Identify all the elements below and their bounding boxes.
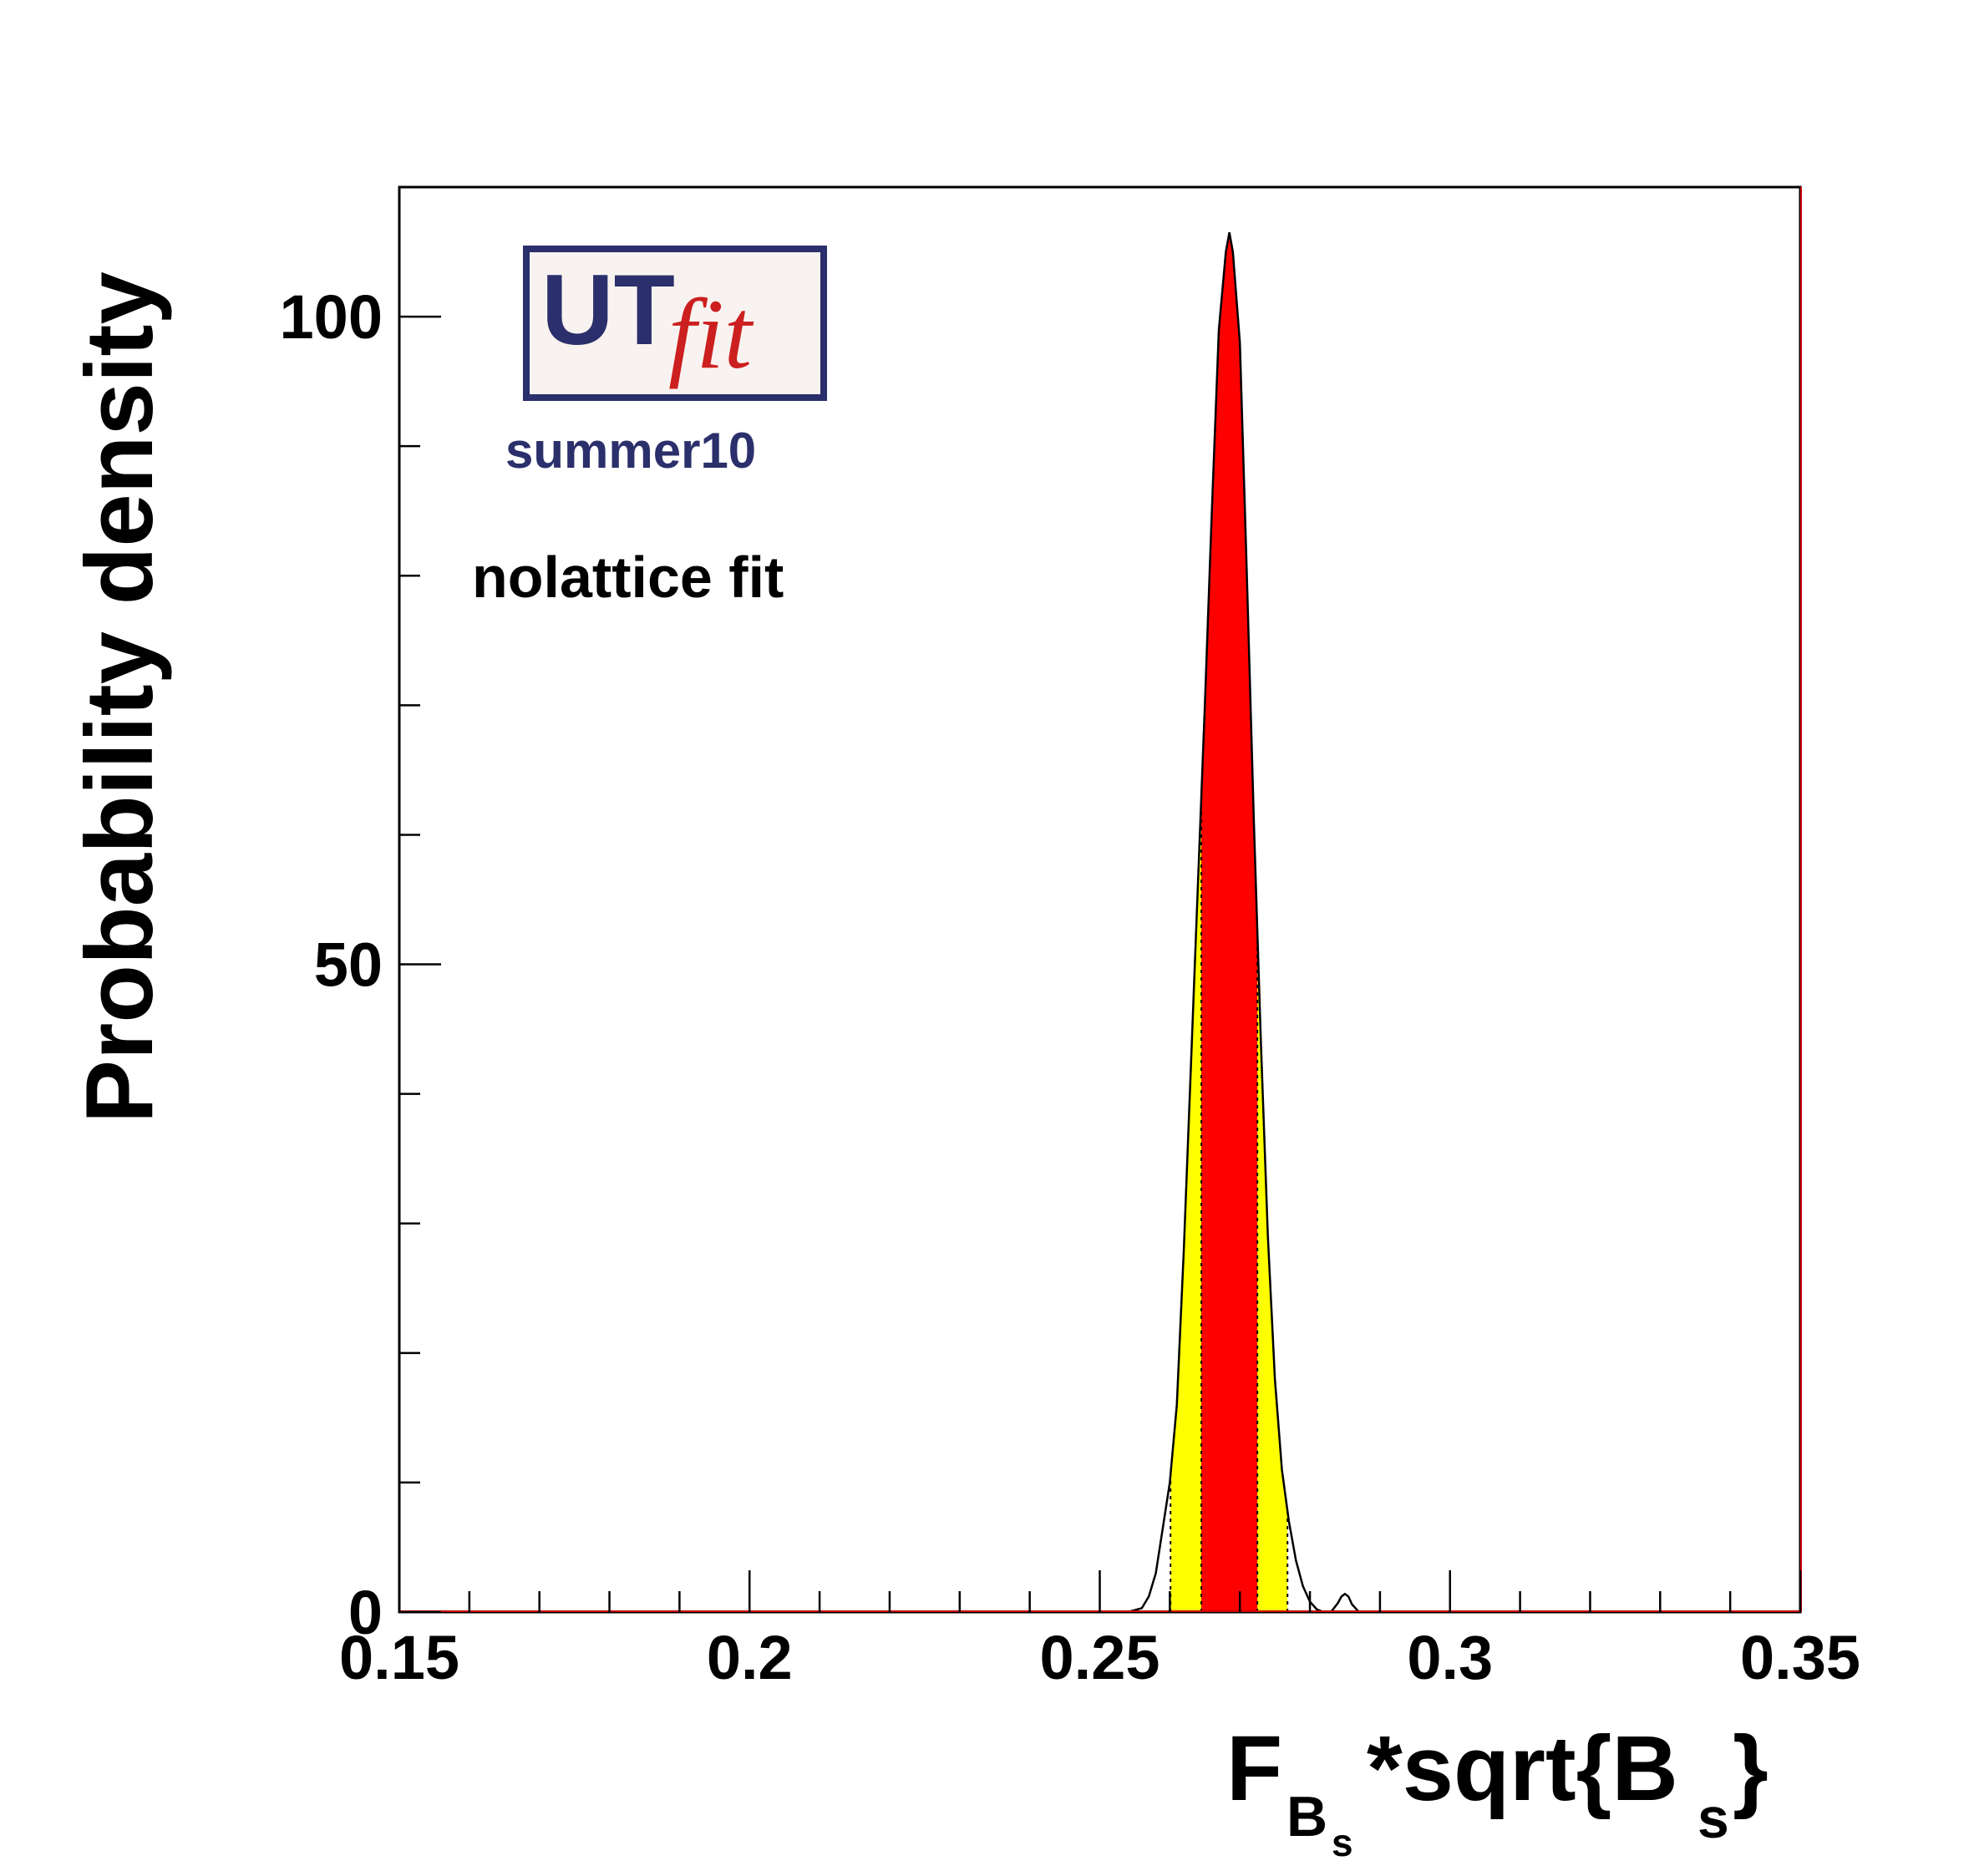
logo-season: summer10 — [505, 423, 756, 479]
x-title-end: } — [1733, 1717, 1768, 1820]
x-axis-title: F B s *sqrt{B s } — [1226, 1717, 1768, 1864]
logo-ut: UT — [541, 254, 675, 366]
band-boundary-lines — [1170, 795, 1289, 1612]
x-title-mid: *sqrt{B — [1367, 1717, 1678, 1820]
utfit-logo: UT fit summer10 — [505, 246, 827, 479]
y-tick-label: 50 — [314, 930, 383, 1000]
x-tick-label: 0.35 — [1740, 1623, 1860, 1692]
y-tick-label: 100 — [280, 282, 383, 352]
y-tick-labels: 0 50 100 — [280, 282, 383, 1647]
x-title-f: F — [1226, 1717, 1282, 1820]
x-tick-labels: 0.15 0.2 0.25 0.3 0.35 — [339, 1623, 1860, 1692]
y-tick-label: 0 — [348, 1578, 383, 1647]
y-axis-title: Probability density — [67, 271, 173, 1123]
credibility-bands — [1170, 232, 1288, 1613]
x-title-subsub-s: s — [1332, 1821, 1353, 1864]
x-axis-ticks — [398, 1570, 1802, 1612]
annotation: nolattice fit — [472, 545, 784, 610]
x-tick-label: 0.2 — [707, 1623, 793, 1692]
x-tick-label: 0.25 — [1039, 1623, 1160, 1692]
x-tick-label: 0.3 — [1407, 1623, 1493, 1692]
x-title-sub-b: B — [1286, 1785, 1327, 1848]
x-title-mid-sub: s — [1697, 1787, 1729, 1850]
x-tick-label: 0.15 — [339, 1623, 459, 1692]
y-axis-ticks — [399, 185, 441, 1614]
logo-fit: fit — [668, 278, 754, 389]
logo-background — [530, 252, 820, 394]
probability-curve — [399, 232, 1800, 1614]
band-68pct — [1201, 232, 1258, 1612]
